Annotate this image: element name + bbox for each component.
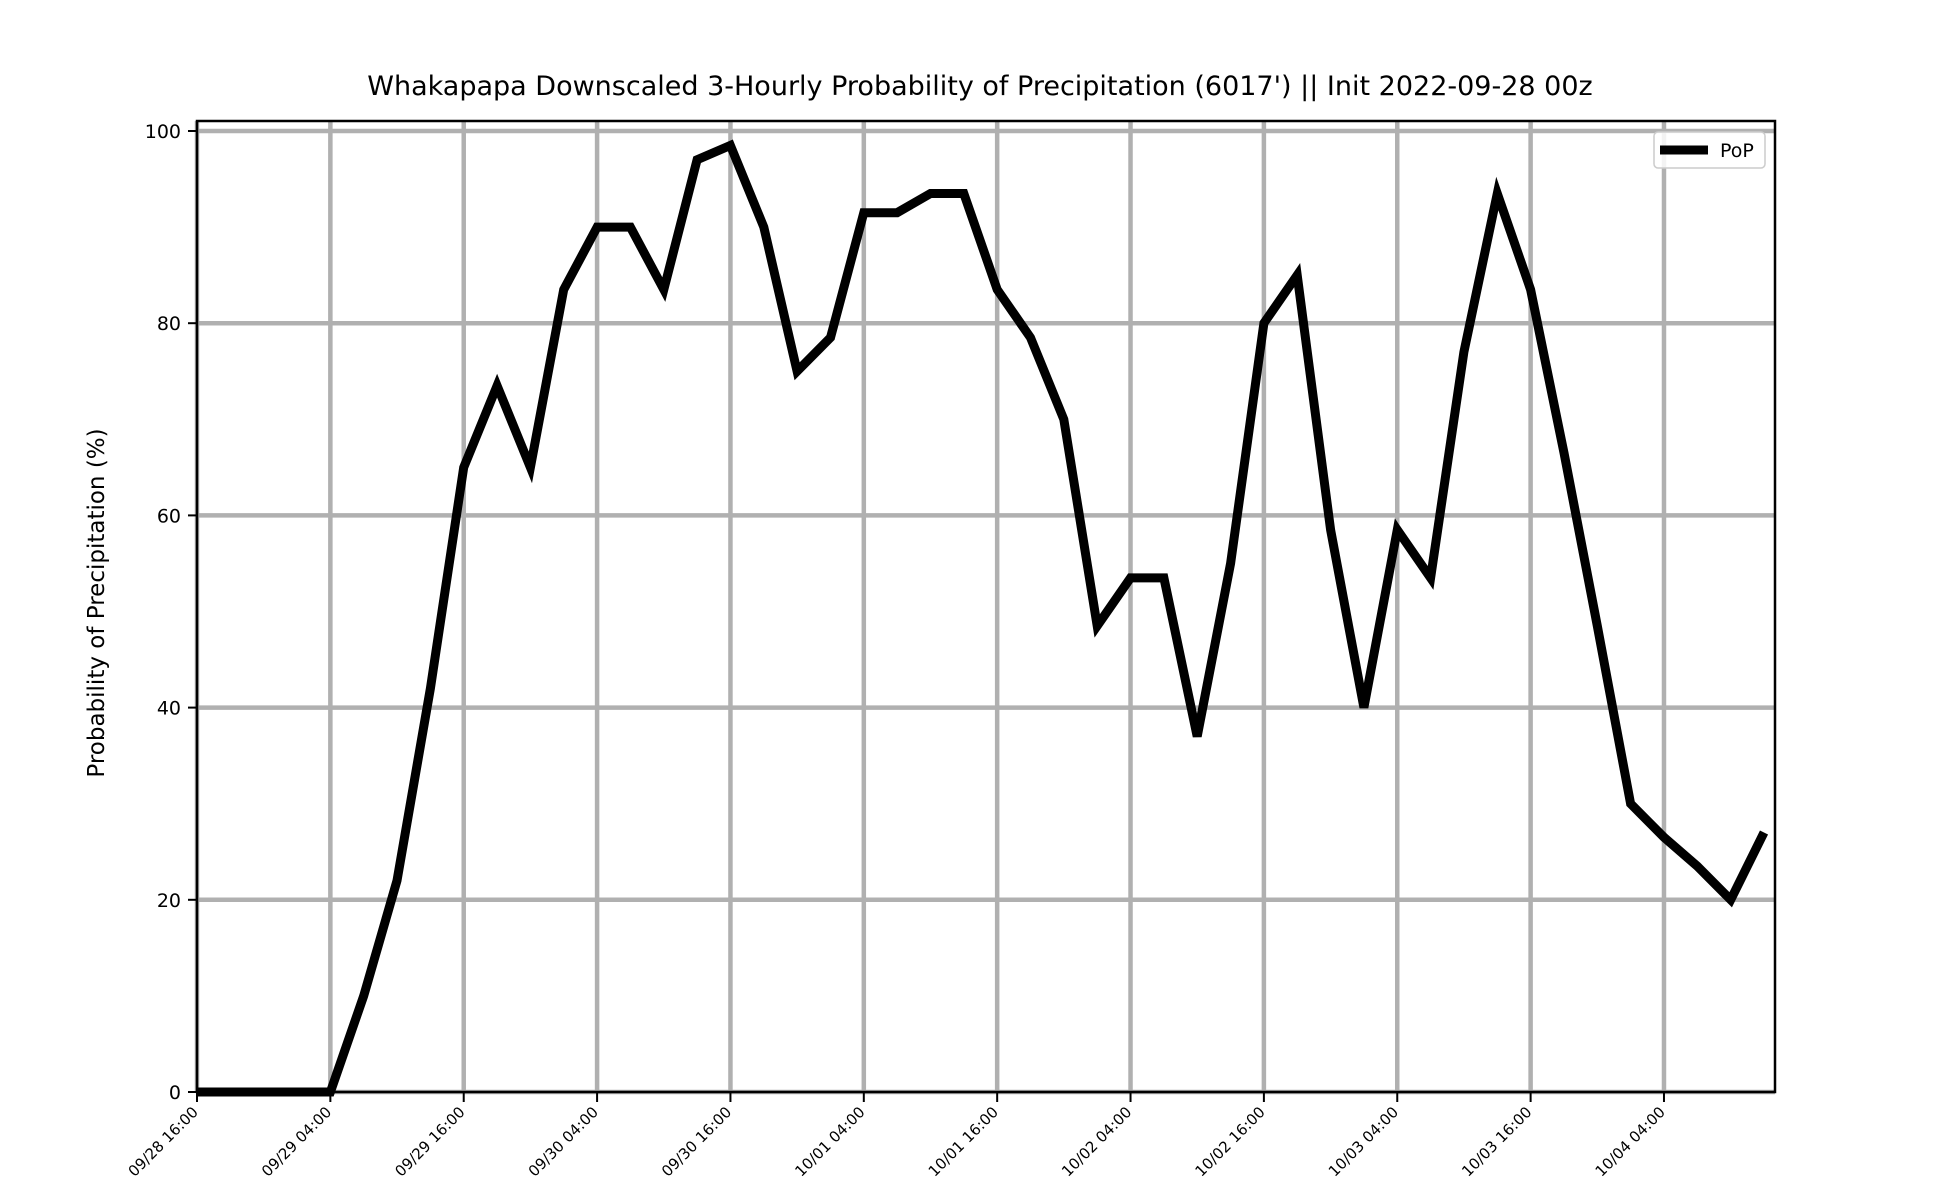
grid (194, 121, 1775, 1095)
data-point (496, 385, 498, 387)
y-tick-label: 100 (145, 121, 181, 143)
data-point (763, 226, 765, 228)
data-point (696, 159, 698, 161)
data-point (1130, 577, 1132, 579)
series-line-pop (197, 139, 1769, 1097)
data-point (1430, 577, 1432, 579)
data-point (1330, 529, 1332, 531)
data-point (1230, 562, 1232, 564)
legend-label-pop: PoP (1720, 140, 1754, 162)
data-point (1263, 322, 1265, 324)
data-point (663, 289, 665, 291)
y-axis: 0 20 40 60 80 100 (145, 121, 197, 1104)
data-point (1063, 418, 1065, 420)
data-point (963, 193, 965, 195)
y-tick-label: 60 (157, 505, 181, 527)
data-point (1463, 351, 1465, 353)
data-point (563, 289, 565, 291)
data-point (1496, 193, 1498, 195)
data-point (1630, 803, 1632, 805)
y-tick-label: 0 (169, 1082, 181, 1104)
data-point (429, 687, 431, 689)
chart-title: Whakapapa Downscaled 3-Hourly Probabilit… (367, 71, 1592, 102)
data-point (1663, 836, 1665, 838)
data-point (529, 466, 531, 468)
y-tick-label: 40 (157, 698, 181, 720)
data-point (1696, 865, 1698, 867)
plot-frame (195, 119, 1777, 1094)
data-point (1530, 289, 1532, 291)
data-point (629, 226, 631, 228)
data-point (1163, 577, 1165, 579)
data-point (1396, 529, 1398, 531)
data-point (363, 995, 365, 997)
data-point (996, 289, 998, 291)
data-point (1096, 625, 1098, 627)
y-tick-label: 80 (157, 313, 181, 335)
data-point (463, 466, 465, 468)
data-point (1596, 625, 1598, 627)
data-point (1030, 337, 1032, 339)
legend-box (1653, 131, 1766, 169)
data-point (1563, 452, 1565, 454)
data-point (830, 337, 832, 339)
series-layer (197, 139, 1769, 1097)
data-point (1763, 832, 1765, 834)
data-point (596, 226, 598, 228)
data-point (1296, 274, 1298, 276)
data-point (896, 212, 898, 214)
y-tick-label: 20 (157, 890, 181, 912)
legend: PoP (1653, 131, 1766, 169)
data-point (863, 212, 865, 214)
data-point (729, 144, 731, 146)
y-axis-label: Probability of Precipitation (%) (84, 428, 110, 777)
data-point (1196, 735, 1198, 737)
data-point (930, 193, 932, 195)
data-point (396, 880, 398, 882)
data-point (796, 370, 798, 372)
data-point (1730, 899, 1732, 901)
data-point (1363, 707, 1365, 709)
